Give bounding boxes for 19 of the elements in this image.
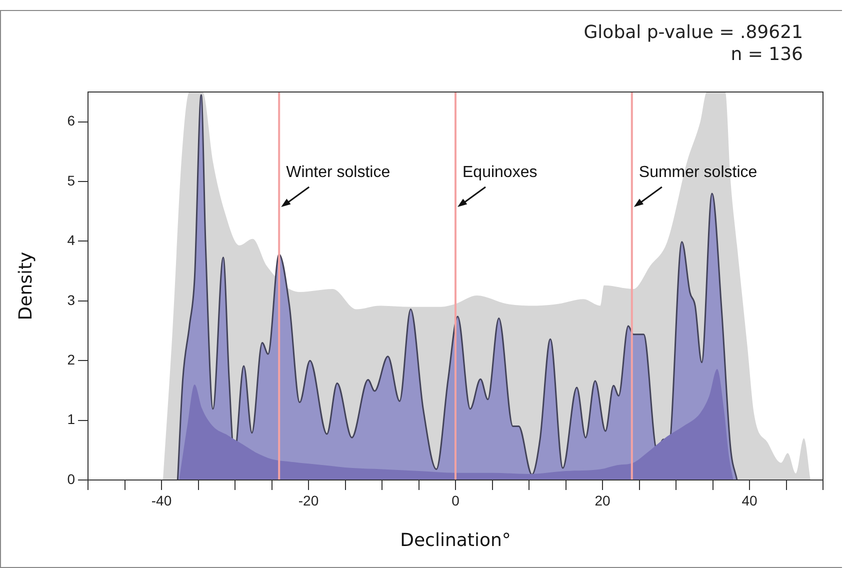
x-tick-label: -20 bbox=[298, 492, 319, 508]
x-tick-label: 40 bbox=[742, 492, 758, 508]
y-tick-label: 3 bbox=[67, 292, 76, 308]
y-axis-title: Density bbox=[15, 251, 36, 320]
ref-line-label: Winter solstice bbox=[286, 164, 390, 181]
ref-line-label: Equinoxes bbox=[462, 164, 538, 181]
y-tick-label: 1 bbox=[67, 411, 76, 428]
text: n = 136 bbox=[730, 44, 803, 66]
y-tick-label: 6 bbox=[67, 112, 76, 129]
text: Global p-value = .89621 bbox=[584, 22, 803, 44]
x-tick-label: 20 bbox=[594, 492, 610, 508]
x-tick-label: -40 bbox=[151, 492, 172, 508]
y-tick-label: 0 bbox=[67, 470, 76, 487]
y-tick-label: 5 bbox=[67, 172, 76, 188]
x-axis-title: Declination° bbox=[400, 530, 511, 551]
ref-line-label: Summer solstice bbox=[638, 164, 758, 181]
y-tick-label: 2 bbox=[67, 351, 76, 368]
x-tick-label: 0 bbox=[452, 492, 460, 508]
y-tick-label: 4 bbox=[67, 232, 76, 248]
